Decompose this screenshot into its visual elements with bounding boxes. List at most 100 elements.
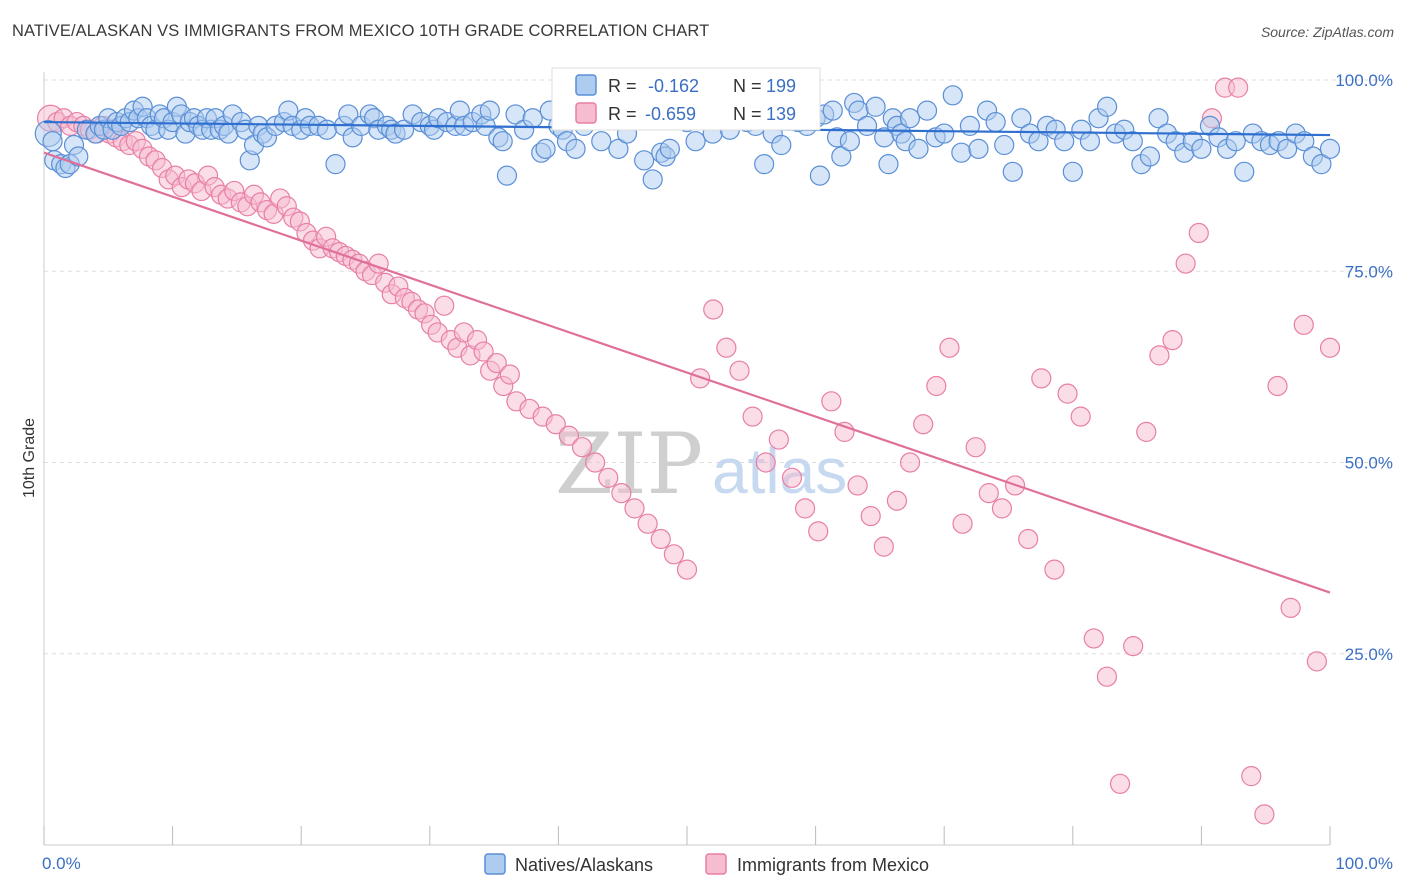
legend-n-label-natives: N = <box>733 76 762 96</box>
bottom-legend-label-immigrants: Immigrants from Mexico <box>737 855 929 875</box>
immigrants-point <box>558 425 579 446</box>
immigrants-point <box>821 391 842 412</box>
legend-n-value-immigrants: 139 <box>766 104 796 124</box>
immigrants-point <box>1070 406 1091 427</box>
immigrants-point <box>545 414 566 435</box>
immigrants-point <box>624 498 645 519</box>
immigrants-point <box>486 352 507 374</box>
y-axis-title: 10th Grade <box>21 418 38 498</box>
immigrants-point <box>1083 628 1104 649</box>
immigrants-point <box>598 467 619 488</box>
legend-r-label-immigrants: R = <box>608 104 637 124</box>
immigrants-point <box>1319 337 1341 358</box>
natives-point <box>822 100 843 121</box>
natives-point <box>951 142 972 163</box>
natives-point <box>1277 138 1298 159</box>
natives-point <box>338 104 359 125</box>
natives-point <box>865 96 886 117</box>
bottom-legend-swatch-natives <box>484 853 506 875</box>
immigrants-point <box>637 513 658 534</box>
immigrants-point <box>742 406 763 427</box>
natives-point <box>1139 146 1161 167</box>
natives-point <box>591 131 612 152</box>
immigrants-point <box>611 483 632 504</box>
natives-point <box>856 115 878 137</box>
immigrants-point <box>499 364 520 385</box>
natives-point <box>659 138 680 159</box>
natives-point <box>839 131 860 152</box>
immigrants-point <box>1228 77 1249 98</box>
immigrants-point <box>1018 528 1039 550</box>
immigrants-point <box>729 360 750 381</box>
immigrants-point <box>886 490 908 511</box>
natives-point <box>968 138 989 159</box>
immigrants-point <box>585 452 606 473</box>
immigrants-point <box>1293 314 1314 335</box>
natives-point <box>608 138 629 159</box>
immigrants-point <box>847 475 868 496</box>
x-axis-ticks <box>43 826 1331 845</box>
immigrants-point <box>434 295 455 316</box>
immigrants-point <box>965 437 986 458</box>
natives-point <box>634 150 655 171</box>
natives-point <box>1079 131 1101 152</box>
natives-point <box>899 108 921 129</box>
y-tick-label-25: 25.0% <box>1345 645 1393 664</box>
chart-title: NATIVE/ALASKAN VS IMMIGRANTS FROM MEXICO… <box>12 22 710 40</box>
immigrants-point <box>676 559 698 580</box>
bottom-legend-swatch-immigrants <box>705 853 727 875</box>
immigrants-point <box>1031 368 1052 389</box>
immigrants-point <box>1241 766 1262 787</box>
immigrants-point <box>1188 222 1209 244</box>
natives-point <box>1294 131 1315 152</box>
immigrants-point <box>873 536 894 557</box>
legend-n-label-immigrants: N = <box>733 104 762 124</box>
natives-point <box>1234 161 1255 182</box>
immigrants-point <box>1123 635 1144 657</box>
natives-point <box>1011 108 1032 129</box>
y-axis-tick-labels: 25.0% 50.0% 75.0% 100.0% <box>1335 71 1393 664</box>
immigrants-point <box>913 414 934 435</box>
immigrants-point <box>939 337 960 358</box>
y-tick-label-100: 100.0% <box>1335 71 1393 90</box>
immigrants-point <box>860 505 881 527</box>
natives-point <box>1225 131 1246 152</box>
natives-point <box>1002 161 1023 182</box>
natives-point <box>771 134 792 156</box>
legend-swatch-immigrants <box>575 102 597 124</box>
stats-legend: R = -0.162 N = 199 R = -0.659 N = 139 <box>551 67 821 131</box>
immigrants-point <box>926 375 947 397</box>
legend-r-value-natives: -0.162 <box>648 76 699 96</box>
y-tick-label-75: 75.0% <box>1345 262 1393 281</box>
natives-point <box>878 154 899 175</box>
immigrants-point <box>952 513 973 534</box>
x-tick-label-max: 100.0% <box>1335 854 1393 873</box>
immigrants-point <box>1280 597 1301 618</box>
immigrants-point <box>1162 330 1183 351</box>
immigrants-point <box>1057 383 1078 404</box>
immigrants-point <box>473 341 494 362</box>
natives-point <box>1191 138 1212 159</box>
immigrants-point <box>978 483 999 504</box>
natives-point <box>985 111 1006 133</box>
immigrants-point <box>650 528 671 550</box>
natives-point <box>479 100 500 121</box>
immigrants-point <box>690 368 711 389</box>
natives-point <box>492 131 513 152</box>
immigrants-point <box>755 452 776 473</box>
immigrants-point <box>571 437 593 458</box>
immigrants-point <box>768 429 789 450</box>
natives-point <box>831 146 852 167</box>
natives-point <box>685 131 706 152</box>
immigrants-point <box>663 544 684 565</box>
natives-point <box>68 146 89 167</box>
natives-point <box>496 165 518 186</box>
legend-n-value-natives: 199 <box>766 76 796 96</box>
natives-point <box>1122 131 1143 152</box>
immigrants-point <box>991 498 1013 519</box>
immigrants-point <box>1254 804 1275 825</box>
natives-point <box>1319 138 1341 159</box>
natives-point <box>1148 108 1169 129</box>
immigrants-point <box>1096 666 1118 687</box>
legend-r-value-immigrants: -0.659 <box>645 104 696 124</box>
